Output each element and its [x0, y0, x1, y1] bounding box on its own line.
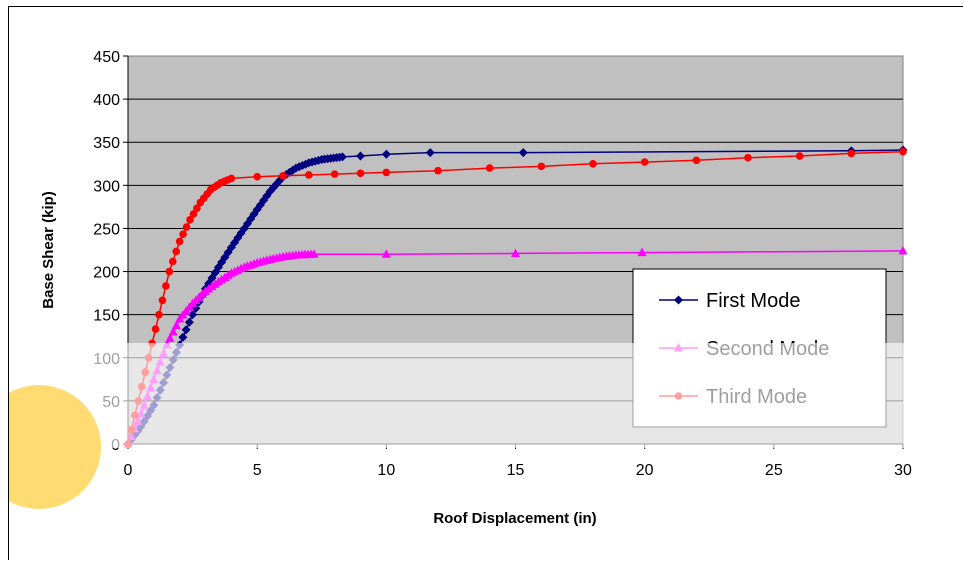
data-point	[188, 310, 198, 320]
y-tick-label: 450	[93, 49, 120, 66]
x-tick-label: 5	[253, 462, 262, 479]
decorative-circle	[9, 385, 101, 509]
data-point	[151, 325, 160, 333]
y-axis-title: Base Shear (kip)	[40, 191, 57, 309]
data-point	[189, 210, 198, 218]
x-axis-title: Roof Displacement (in)	[433, 510, 596, 527]
data-point	[181, 325, 191, 335]
data-point	[168, 326, 178, 336]
y-tick-label: 400	[93, 92, 120, 109]
data-point	[186, 216, 194, 224]
y-tick-label: 200	[93, 265, 120, 282]
data-point	[184, 317, 194, 327]
x-tick-labels: 0 5 10 15 20 25 30	[124, 462, 912, 479]
data-point	[182, 223, 191, 231]
y-tick-label: 350	[93, 135, 120, 152]
data-point	[518, 148, 528, 158]
data-point	[381, 249, 391, 258]
data-point	[165, 333, 175, 342]
data-point	[381, 149, 391, 159]
x-tick-label: 15	[507, 462, 525, 479]
data-point	[172, 247, 181, 256]
data-point	[171, 320, 181, 329]
data-point	[309, 249, 319, 258]
data-point	[252, 204, 262, 214]
x-tick-label: 30	[894, 462, 912, 479]
data-point	[899, 147, 907, 156]
data-point	[330, 170, 339, 178]
data-point	[847, 149, 856, 158]
y-tick-label: 250	[93, 221, 120, 238]
data-point	[637, 247, 647, 257]
data-point	[165, 267, 174, 276]
y-tick-label: 150	[93, 308, 120, 325]
data-point	[425, 148, 435, 158]
data-point	[382, 168, 391, 177]
data-point	[178, 332, 188, 342]
data-point	[305, 171, 313, 179]
data-point	[640, 158, 649, 166]
data-point	[253, 172, 261, 181]
data-point	[692, 156, 701, 165]
x-tick-label: 20	[636, 462, 654, 479]
legend-label: First Mode	[706, 290, 800, 312]
data-point	[227, 174, 236, 183]
data-point	[337, 152, 347, 162]
data-point	[795, 152, 804, 160]
data-point	[744, 153, 752, 162]
y-tick-label: 300	[93, 178, 120, 195]
data-point	[168, 257, 177, 266]
data-point	[162, 282, 170, 290]
data-point	[674, 295, 683, 305]
x-tick-label: 0	[124, 462, 133, 479]
data-point	[193, 204, 201, 213]
data-point	[511, 248, 520, 257]
x-tick-label: 10	[377, 462, 395, 479]
data-point	[155, 310, 163, 319]
chart-frame: 050100150200250300350400450 051015202530…	[8, 6, 964, 560]
data-point	[175, 237, 184, 246]
data-point	[279, 172, 287, 180]
data-point	[356, 169, 365, 178]
data-point	[158, 296, 167, 305]
chart-svg: 050100150200250300350400450 051015202530…	[9, 49, 964, 527]
x-tick-label: 25	[765, 462, 783, 479]
data-point	[537, 162, 546, 171]
data-point	[485, 164, 494, 172]
data-point	[589, 159, 597, 168]
data-point	[179, 230, 187, 238]
data-point	[356, 151, 365, 161]
data-point	[434, 166, 442, 175]
highlight-band	[9, 343, 964, 448]
data-point	[898, 245, 908, 255]
